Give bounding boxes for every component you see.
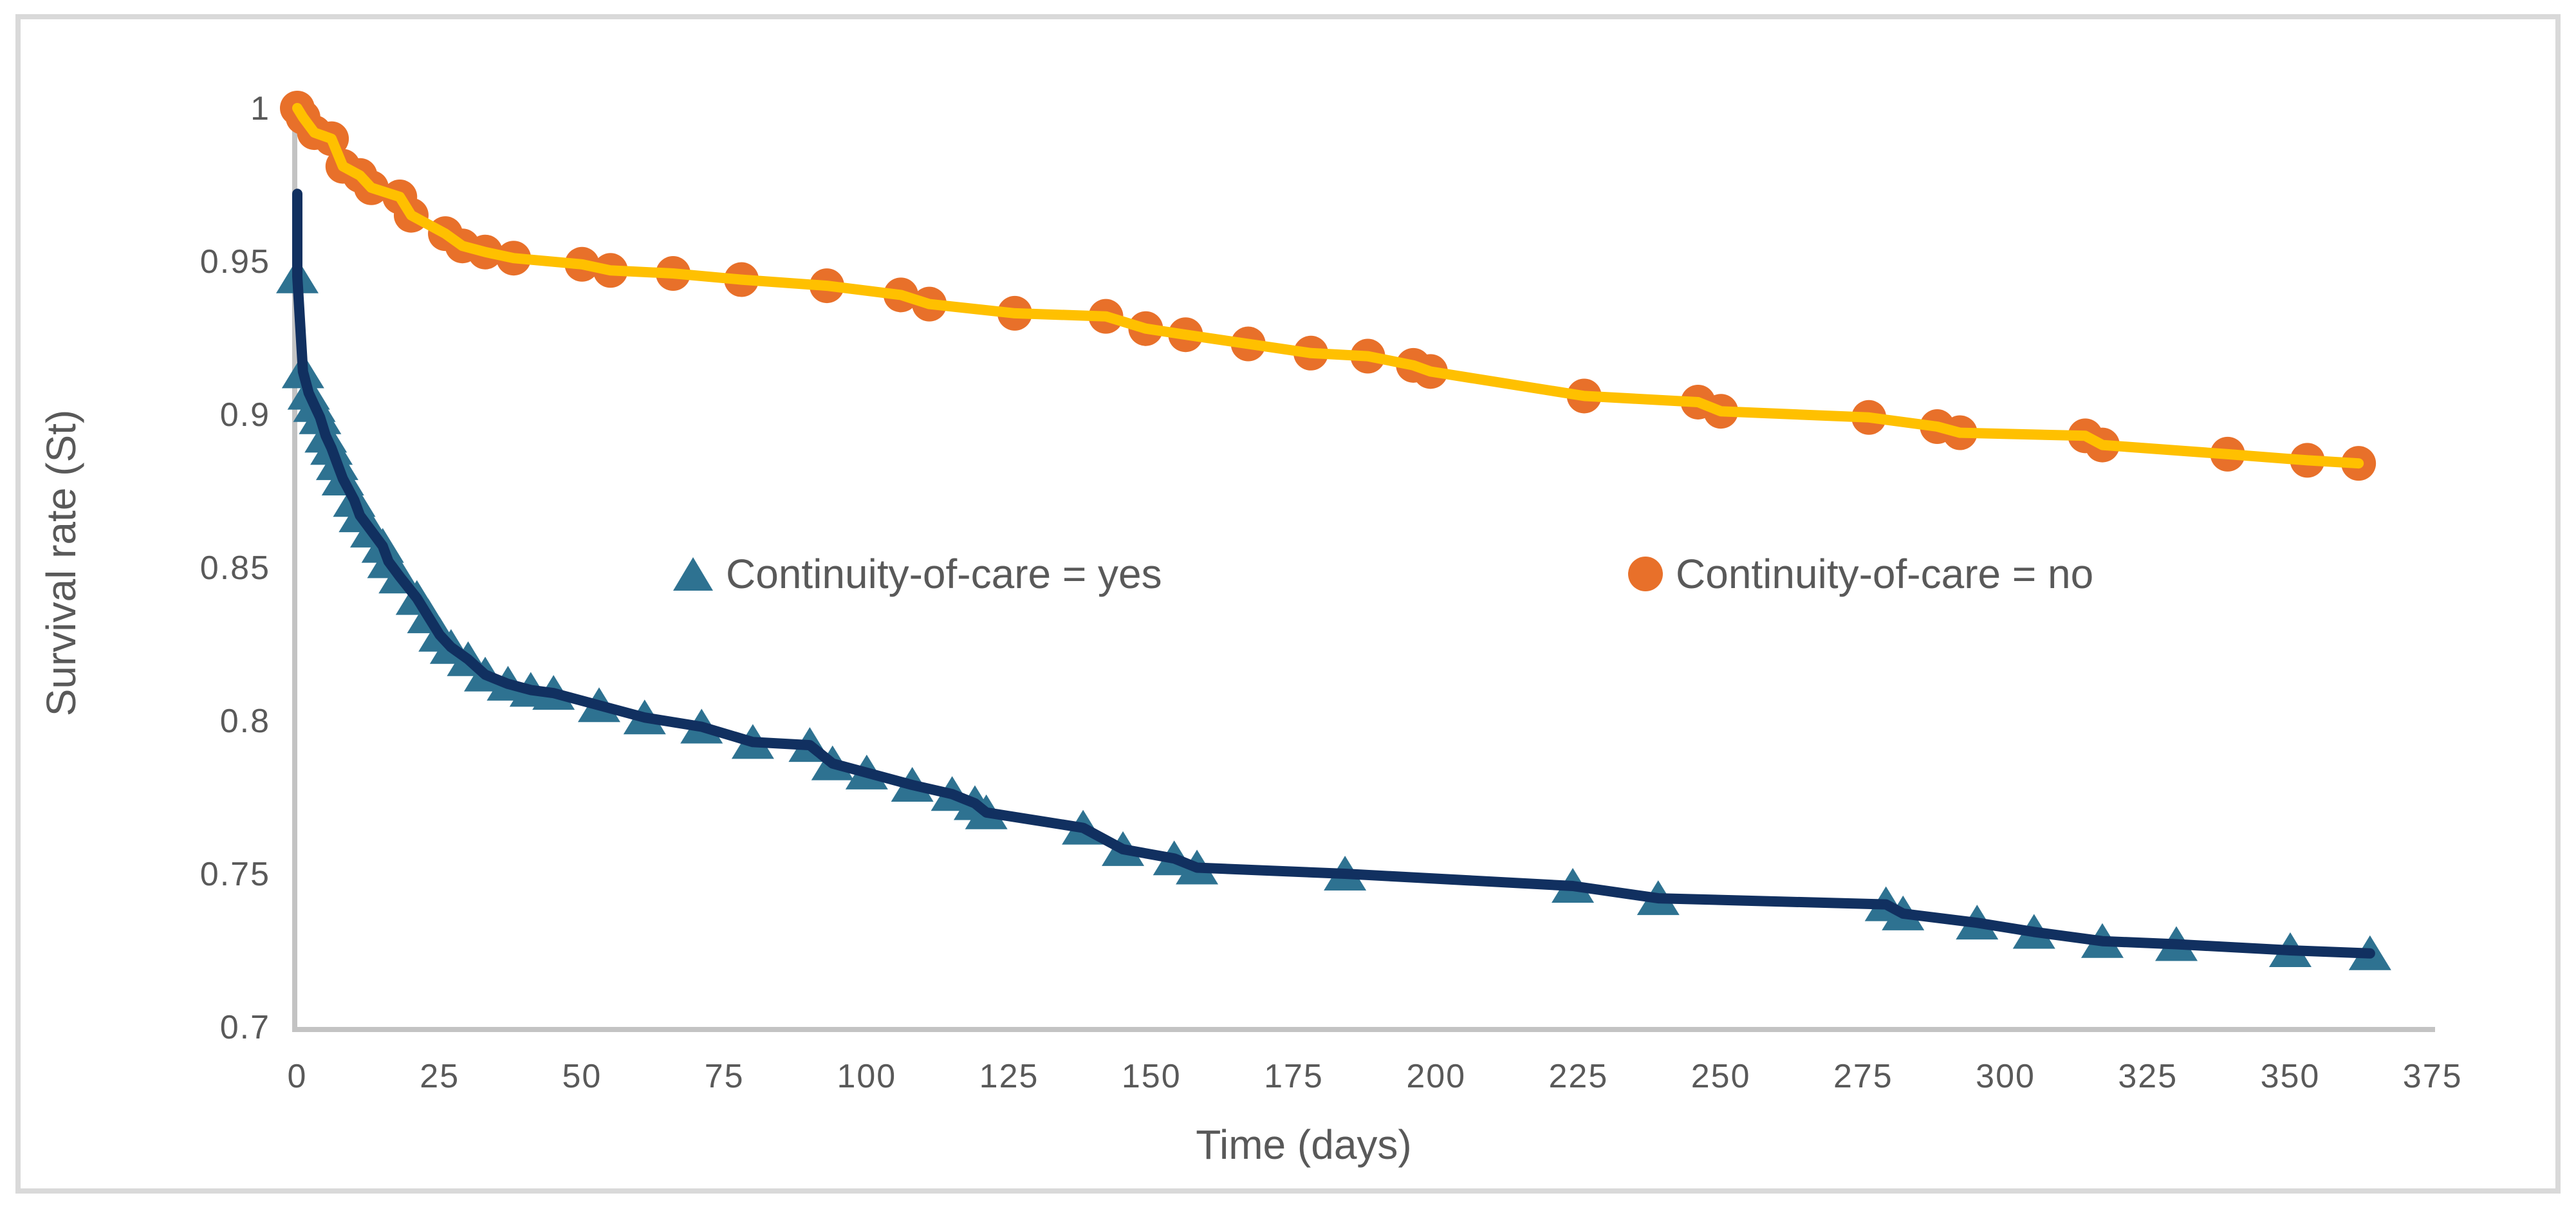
x-tick-label: 50 bbox=[562, 1058, 602, 1095]
y-tick-label: 0.9 bbox=[220, 396, 270, 434]
series-line bbox=[292, 189, 2375, 959]
series-yes bbox=[276, 189, 2391, 970]
x-tick-label: 375 bbox=[2403, 1058, 2463, 1095]
legend-label-no: Continuity-of-care = no bbox=[1676, 551, 2094, 597]
x-tick-label: 125 bbox=[979, 1058, 1039, 1095]
series-line bbox=[292, 103, 2364, 469]
x-tick-label: 325 bbox=[2118, 1058, 2178, 1095]
y-tick-label: 0.95 bbox=[200, 243, 270, 281]
x-tick-label: 225 bbox=[1549, 1058, 1609, 1095]
x-tick-label: 250 bbox=[1691, 1058, 1751, 1095]
x-tick-label: 275 bbox=[1833, 1058, 1893, 1095]
x-tick-label: 350 bbox=[2261, 1058, 2321, 1095]
plot-series bbox=[276, 91, 2391, 970]
axis-tick-labels: 0 25 50 75 100 125 150 175 200 225 250 275 300 325 350… bbox=[200, 90, 2463, 1095]
legend-item-no: Continuity-of-care = no bbox=[1627, 550, 2093, 598]
y-tick-label: 0.85 bbox=[200, 549, 270, 587]
legend-item-yes: Continuity-of-care = yes bbox=[672, 550, 1162, 598]
x-tick-label: 0 bbox=[288, 1058, 308, 1095]
y-tick-label: 0.8 bbox=[220, 703, 270, 740]
x-tick-label: 25 bbox=[420, 1058, 459, 1095]
series-no bbox=[280, 91, 2377, 481]
y-tick-label: 1 bbox=[250, 90, 270, 127]
chart-outer-border bbox=[15, 14, 2561, 1194]
y-tick-label: 0.7 bbox=[220, 1009, 270, 1046]
y-tick-label: 0.75 bbox=[200, 856, 270, 893]
circle-legend-icon bbox=[1628, 557, 1663, 591]
x-tick-label: 100 bbox=[837, 1058, 896, 1095]
legend-label-yes: Continuity-of-care = yes bbox=[726, 551, 1162, 597]
x-tick-label: 75 bbox=[705, 1058, 745, 1095]
x-tick-label: 200 bbox=[1406, 1058, 1466, 1095]
triangle-legend-icon bbox=[673, 557, 713, 591]
x-tick-label: 175 bbox=[1264, 1058, 1324, 1095]
x-tick-label: 150 bbox=[1122, 1058, 1181, 1095]
x-tick-label: 300 bbox=[1976, 1058, 2035, 1095]
y-axis-title: Survival rate (St) bbox=[38, 409, 84, 717]
x-axis-title: Time (days) bbox=[1196, 1121, 1412, 1168]
